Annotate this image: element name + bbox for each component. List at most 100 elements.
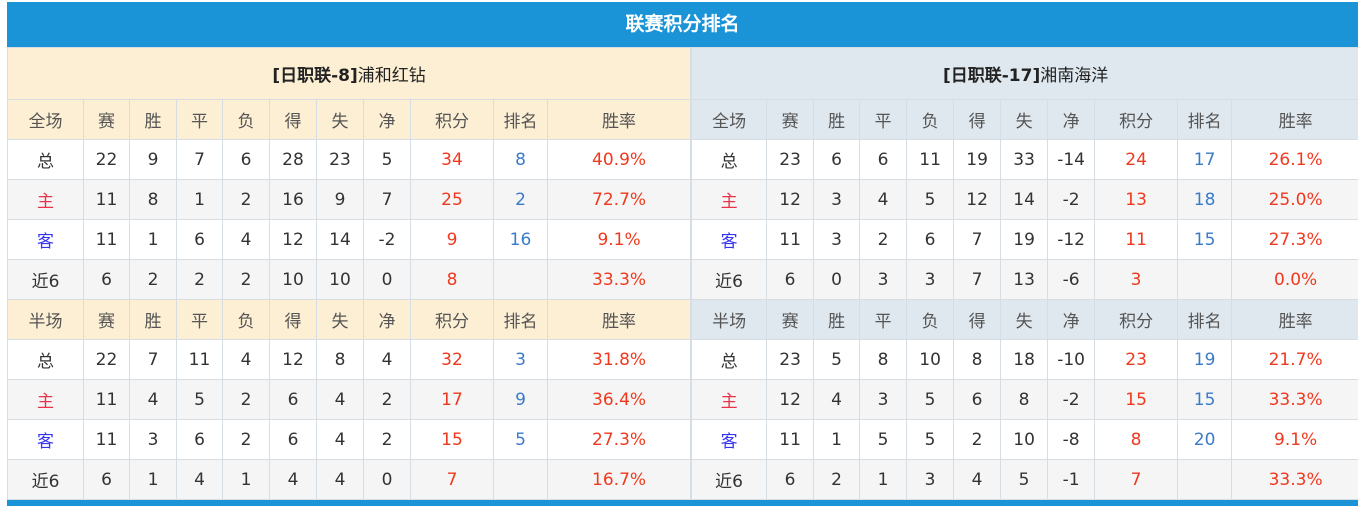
cell-goals-against: 19 (1000, 219, 1049, 260)
column-header: 净 (1047, 99, 1096, 140)
column-header: 胜 (813, 99, 861, 140)
cell-lost: 2 (222, 259, 270, 300)
column-header: 负 (222, 299, 270, 340)
cell-rank: 15 (1177, 379, 1233, 420)
cell-win-rate: 26.1% (1231, 139, 1358, 180)
column-header: 积分 (410, 299, 494, 340)
table-row: 近6 6 1 4 1 4 4 0 7 16.7% (7, 459, 692, 500)
cell-points: 13 (1094, 179, 1179, 220)
column-header: 排名 (1177, 99, 1233, 140)
cell-drawn: 3 (859, 259, 908, 300)
cell-goals-against: 8 (1000, 379, 1049, 420)
row-type: 总 (7, 339, 84, 380)
cell-played: 11 (766, 219, 815, 260)
section-label: 半场 (691, 299, 768, 340)
row-type: 客 (691, 219, 768, 260)
column-header: 得 (269, 299, 317, 340)
cell-win-rate: 40.9% (546, 139, 692, 180)
cell-drawn: 6 (176, 419, 223, 460)
cell-win-rate: 25.0% (1231, 179, 1358, 220)
column-header: 净 (363, 99, 411, 140)
column-header: 胜率 (546, 299, 692, 340)
cell-goal-diff: -14 (1047, 139, 1096, 180)
cell-goal-diff: 0 (363, 459, 411, 500)
cell-goals-for: 7 (953, 219, 1002, 260)
cell-won: 3 (129, 419, 177, 460)
table-row: 近6 6 2 1 3 4 5 -1 7 33.3% (691, 459, 1358, 500)
cell-played: 12 (766, 379, 815, 420)
table-row: 总 22 9 7 6 28 23 5 34 8 40.9% (7, 139, 692, 180)
cell-won: 8 (129, 179, 177, 220)
cell-won: 3 (813, 219, 861, 260)
cell-points: 17 (410, 379, 494, 420)
cell-won: 1 (129, 219, 177, 260)
cell-played: 11 (83, 219, 130, 260)
cell-lost: 4 (222, 219, 270, 260)
cell-lost: 6 (906, 219, 955, 260)
cell-rank: 3 (493, 339, 548, 380)
cell-rank (1177, 259, 1233, 300)
team-header: [日职联-8]浦和红钻 (6, 47, 692, 100)
cell-goals-for: 2 (953, 419, 1002, 460)
row-type: 总 (691, 339, 768, 380)
cell-goals-against: 9 (316, 179, 364, 220)
column-header: 胜率 (546, 99, 692, 140)
cell-goals-for: 12 (269, 219, 317, 260)
cell-drawn: 11 (176, 339, 223, 380)
cell-goal-diff: 2 (363, 419, 411, 460)
section-header-row: 半场赛胜平负得失净积分 排名 胜率 (691, 299, 1358, 340)
cell-points: 7 (410, 459, 494, 500)
cell-played: 22 (83, 339, 130, 380)
column-header: 胜 (129, 299, 177, 340)
table-row: 客 11 3 2 6 7 19 -12 11 15 27.3% (691, 219, 1358, 260)
cell-rank: 20 (1177, 419, 1233, 460)
cell-points: 7 (1094, 459, 1179, 500)
cell-win-rate: 9.1% (546, 219, 692, 260)
cell-played: 11 (83, 419, 130, 460)
cell-drawn: 2 (859, 219, 908, 260)
cell-points: 3 (1094, 259, 1179, 300)
panel-title: 联赛积分排名 (625, 13, 740, 35)
cell-goals-against: 10 (1000, 419, 1049, 460)
column-header: 得 (953, 99, 1002, 140)
cell-goal-diff: 2 (363, 379, 411, 420)
cell-rank: 2 (493, 179, 548, 220)
row-type: 主 (7, 379, 84, 420)
cell-won: 2 (813, 459, 861, 500)
cell-points: 23 (1094, 339, 1179, 380)
column-header: 胜 (813, 299, 861, 340)
column-header: 胜 (129, 99, 177, 140)
cell-goal-diff: -2 (1047, 179, 1096, 220)
row-type: 主 (7, 179, 84, 220)
cell-played: 11 (83, 179, 130, 220)
cell-goals-against: 8 (316, 339, 364, 380)
cell-goal-diff: -1 (1047, 459, 1096, 500)
cell-goals-for: 6 (953, 379, 1002, 420)
team-table-away: [日职联-17]湘南海洋 全场赛胜平负得失净积分 排名 胜率总 23 6 6 11 19 33 -1… (691, 47, 1358, 500)
column-header: 胜率 (1231, 299, 1358, 340)
cell-lost: 2 (222, 179, 270, 220)
section-header-row: 全场赛胜平负得失净积分 排名 胜率 (691, 99, 1358, 140)
cell-lost: 6 (222, 139, 270, 180)
cell-lost: 2 (222, 419, 270, 460)
cell-played: 23 (766, 139, 815, 180)
cell-goal-diff: -2 (363, 219, 411, 260)
cell-lost: 5 (906, 419, 955, 460)
cell-goal-diff: 5 (363, 139, 411, 180)
cell-goals-for: 16 (269, 179, 317, 220)
column-header: 负 (906, 299, 955, 340)
cell-drawn: 8 (859, 339, 908, 380)
cell-points: 9 (410, 219, 494, 260)
section-label: 全场 (7, 99, 84, 140)
cell-goal-diff: 0 (363, 259, 411, 300)
cell-won: 4 (813, 379, 861, 420)
cell-goals-for: 6 (269, 379, 317, 420)
cell-rank (493, 259, 548, 300)
cell-goals-against: 4 (316, 419, 364, 460)
cell-won: 3 (813, 179, 861, 220)
cell-drawn: 2 (176, 259, 223, 300)
cell-won: 1 (129, 459, 177, 500)
standings-panel: 联赛积分排名 [日职联-8]浦和红钻 全场赛胜平负得失净积分 排名 胜率总 22 9 7 6 2… (6, 2, 1358, 506)
cell-lost: 5 (906, 379, 955, 420)
column-header: 平 (176, 299, 223, 340)
